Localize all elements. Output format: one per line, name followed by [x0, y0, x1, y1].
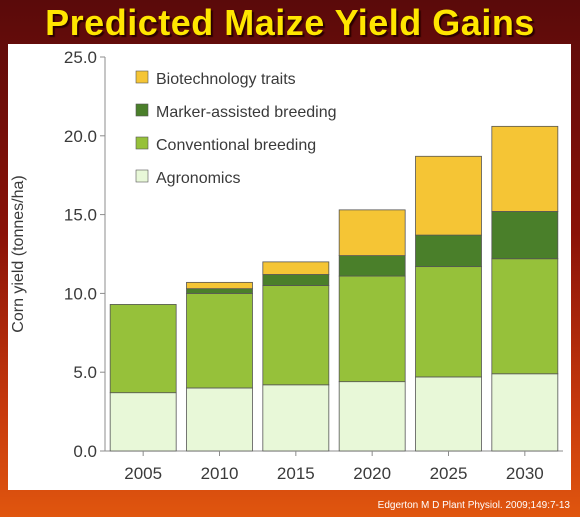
bar-segment-agronomics — [338, 381, 406, 452]
legend-swatch-marker-assisted-breeding — [135, 103, 149, 117]
bar-segment-marker-assisted-breeding — [491, 211, 559, 260]
x-tick-label: 2005 — [124, 464, 162, 483]
y-tick-label: 20.0 — [64, 127, 97, 146]
y-tick-label: 25.0 — [64, 48, 97, 67]
x-tick-label: 2020 — [353, 464, 391, 483]
bar-segment-agronomics — [415, 376, 482, 452]
bar-segment-biotechnology-traits — [186, 281, 253, 290]
bar-segment-conventional-breeding — [415, 266, 482, 378]
x-tick-label: 2010 — [201, 464, 239, 483]
bar-segment-conventional-breeding — [338, 275, 406, 383]
bar-segment-agronomics — [491, 373, 559, 452]
bar-segment-biotechnology-traits — [491, 125, 559, 212]
legend-swatch-agronomics — [135, 169, 149, 183]
bar-segment-biotechnology-traits — [415, 155, 482, 236]
chart-title: Predicted Maize Yield Gains — [45, 2, 535, 43]
bar-segment-conventional-breeding — [262, 285, 330, 386]
bar-segment-biotechnology-traits — [338, 209, 406, 256]
bar-segment-marker-assisted-breeding — [186, 288, 253, 294]
bar-segment-marker-assisted-breeding — [415, 234, 482, 268]
y-tick-label: 15.0 — [64, 206, 97, 225]
legend-label: Marker-assisted breeding — [156, 104, 337, 121]
bar-segment-conventional-breeding — [186, 292, 253, 389]
citation: Edgerton M D Plant Physiol. 2009;149:7-1… — [377, 500, 570, 511]
bar-segment-conventional-breeding — [491, 258, 559, 375]
x-tick-label: 2030 — [506, 464, 544, 483]
bar-segment-marker-assisted-breeding — [338, 255, 406, 277]
bar-segment-biotechnology-traits — [262, 261, 330, 275]
bar-segment-conventional-breeding — [109, 304, 177, 394]
y-axis-label: Corn yield (tonnes/ha) — [10, 175, 27, 332]
legend-label: Biotechnology traits — [156, 71, 296, 88]
y-tick-label: 5.0 — [73, 363, 97, 382]
x-tick-label: 2015 — [277, 464, 315, 483]
y-tick-label: 0.0 — [73, 442, 97, 461]
y-tick-label: 10.0 — [64, 284, 97, 303]
x-tick-label: 2025 — [430, 464, 468, 483]
bar-segment-marker-assisted-breeding — [262, 274, 330, 286]
stacked-bar-chart: 0.0 5.0 10.0 15.0 20.0 25.0 Corn yield (tonnes… — [10, 48, 563, 483]
legend-label: Agronomics — [156, 170, 240, 187]
legend-label: Conventional breeding — [156, 137, 316, 154]
legend-swatch-biotechnology-traits — [135, 70, 149, 84]
bar-segment-agronomics — [186, 387, 253, 452]
bar-segment-agronomics — [262, 384, 330, 452]
chart-panel: 0.0 5.0 10.0 15.0 20.0 25.0 Corn yield (tonnes… — [8, 44, 571, 490]
legend-swatch-conventional-breeding — [135, 136, 149, 150]
bar-segment-agronomics — [109, 392, 177, 452]
